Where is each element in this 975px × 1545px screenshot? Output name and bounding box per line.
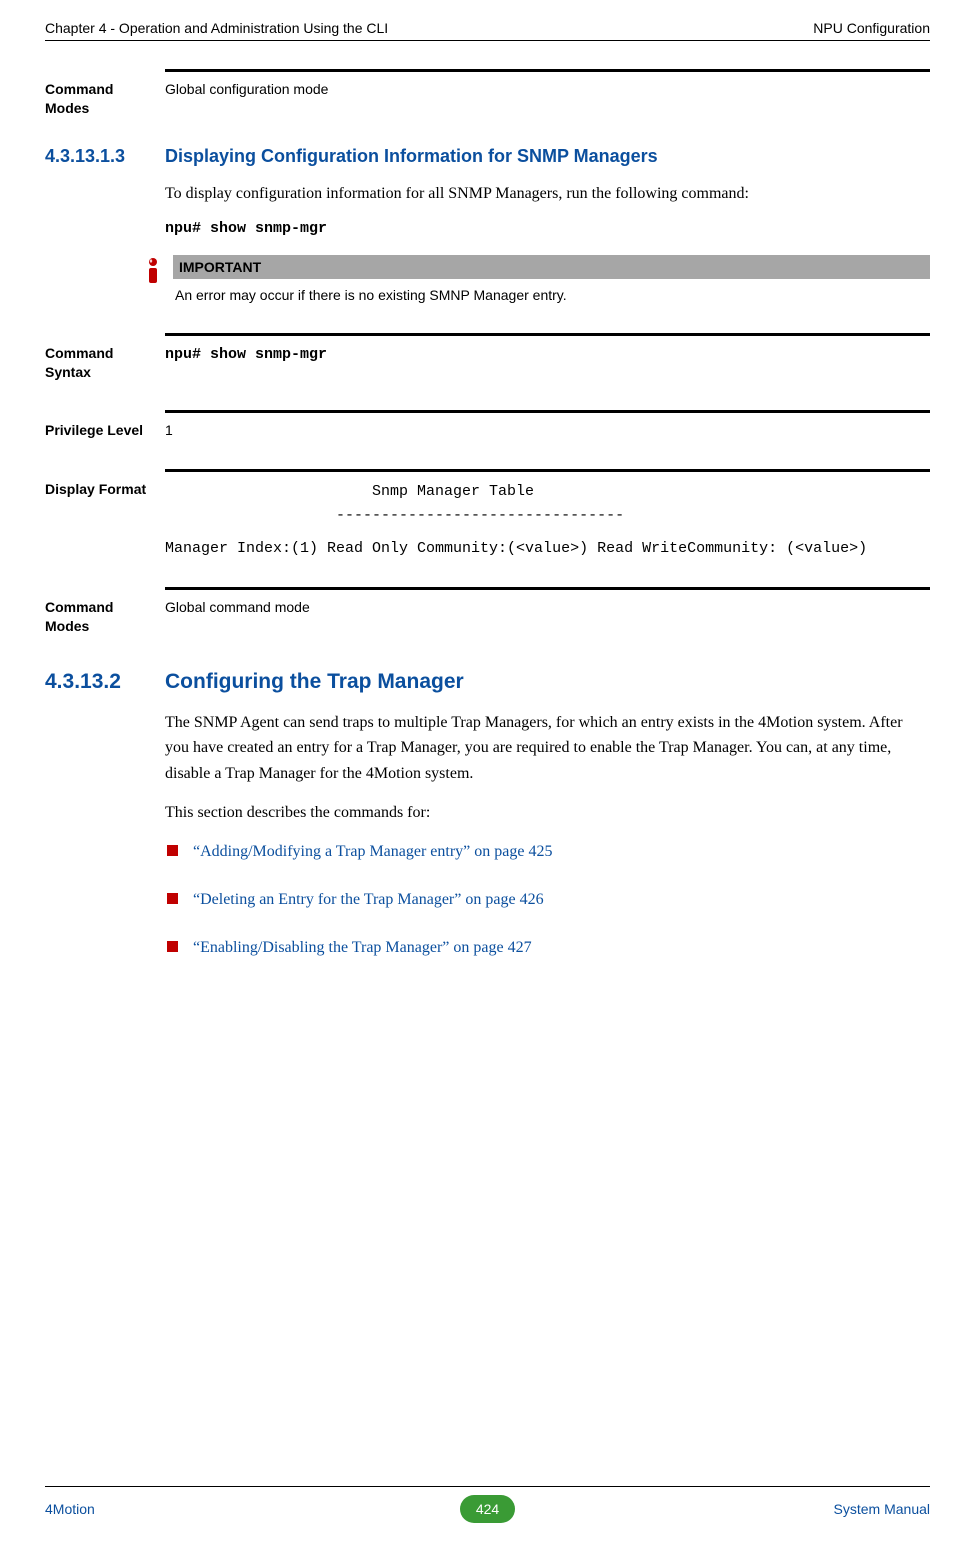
section-para-1: To display configuration information for… xyxy=(165,181,930,207)
command-modes-block-1: Command Modes Global configuration mode xyxy=(165,69,930,118)
command-syntax-block: Command Syntax npu# show snmp-mgr xyxy=(165,333,930,382)
header-left: Chapter 4 - Operation and Administration… xyxy=(45,20,388,36)
subsection-number: 4.3.13.2 xyxy=(45,670,165,694)
command-syntax-value: npu# show snmp-mgr xyxy=(165,344,930,382)
list-item[interactable]: “Enabling/Disabling the Trap Manager” on… xyxy=(165,936,930,960)
section-number: 4.3.13.1.3 xyxy=(45,146,165,167)
footer-right: System Manual xyxy=(515,1501,930,1517)
display-format-block: Display Format Snmp Manager Table ------… xyxy=(165,469,930,559)
footer-left: 4Motion xyxy=(45,1501,460,1517)
privilege-level-block: Privilege Level 1 xyxy=(165,410,930,441)
important-heading: IMPORTANT xyxy=(173,255,930,279)
command-modes-label-2: Command Modes xyxy=(45,598,165,636)
display-format-divider: -------------------------------- xyxy=(165,504,930,528)
subsection-para-2: This section describes the commands for: xyxy=(165,800,930,826)
command-modes-value: Global configuration mode xyxy=(165,80,930,118)
page-number-badge: 424 xyxy=(460,1495,515,1523)
section-4-3-13-2-heading: 4.3.13.2 Configuring the Trap Manager xyxy=(165,670,930,694)
command-modes-label: Command Modes xyxy=(45,80,165,118)
subsection-title: Configuring the Trap Manager xyxy=(165,670,464,694)
display-format-row: Manager Index:(1) Read Only Community:(<… xyxy=(165,538,930,559)
bullet-list: “Adding/Modifying a Trap Manager entry” … xyxy=(165,840,930,960)
list-item[interactable]: “Adding/Modifying a Trap Manager entry” … xyxy=(165,840,930,864)
list-item-text: “Adding/Modifying a Trap Manager entry” … xyxy=(193,843,552,860)
page-header: Chapter 4 - Operation and Administration… xyxy=(45,20,930,41)
display-format-label: Display Format xyxy=(45,480,165,559)
subsection-para-1: The SNMP Agent can send traps to multipl… xyxy=(165,710,930,787)
privilege-level-value: 1 xyxy=(165,421,930,441)
privilege-level-label: Privilege Level xyxy=(45,421,165,441)
list-item-text: “Enabling/Disabling the Trap Manager” on… xyxy=(193,939,532,956)
code-line-show-snmp-mgr: npu# show snmp-mgr xyxy=(165,220,930,237)
header-right: NPU Configuration xyxy=(813,20,930,36)
command-modes-value-2: Global command mode xyxy=(165,598,930,636)
section-title: Displaying Configuration Information for… xyxy=(165,146,658,167)
page-footer: 4Motion 424 System Manual xyxy=(45,1486,930,1523)
important-callout: IMPORTANT An error may occur if there is… xyxy=(143,255,930,303)
section-4-3-13-1-3-heading: 4.3.13.1.3 Displaying Configuration Info… xyxy=(165,146,930,167)
display-format-title: Snmp Manager Table xyxy=(165,480,930,504)
command-syntax-label: Command Syntax xyxy=(45,344,165,382)
list-item[interactable]: “Deleting an Entry for the Trap Manager”… xyxy=(165,888,930,912)
list-item-text: “Deleting an Entry for the Trap Manager”… xyxy=(193,891,544,908)
command-modes-block-2: Command Modes Global command mode xyxy=(165,587,930,636)
info-icon xyxy=(143,255,173,285)
important-text: An error may occur if there is no existi… xyxy=(173,279,930,303)
